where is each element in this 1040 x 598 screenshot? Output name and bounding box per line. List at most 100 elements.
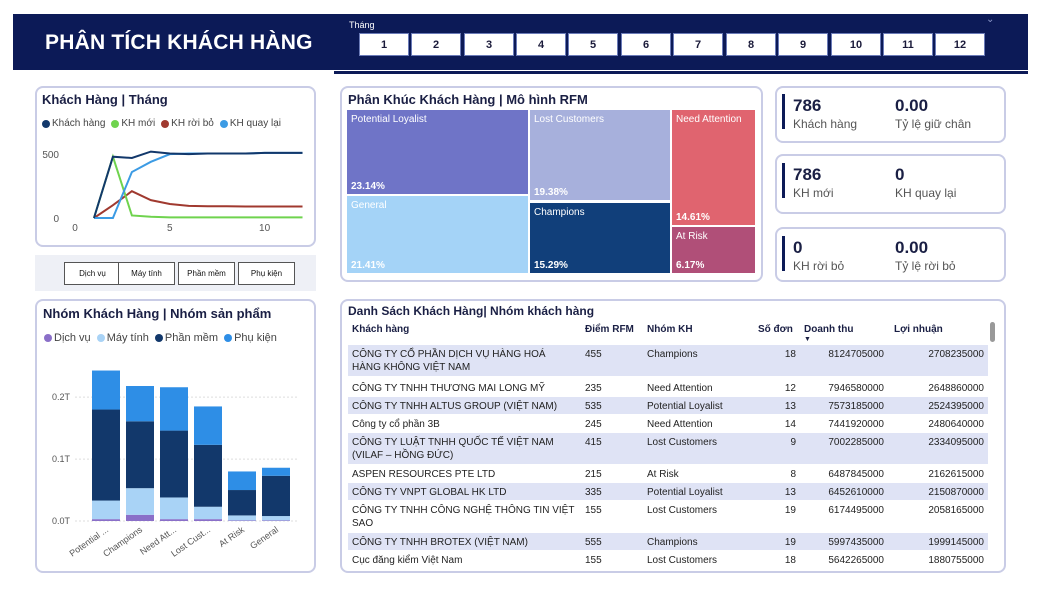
cell-profit: 1880755000 xyxy=(928,555,984,566)
cell-rfm: 335 xyxy=(585,487,602,498)
column-header-group[interactable]: Nhóm KH xyxy=(647,324,693,335)
chevron-down-icon[interactable]: ⌄ xyxy=(986,14,995,25)
legend-dot xyxy=(42,119,50,128)
treemap-tile-potential-loyalist[interactable]: Potential Loyalist 23.14% xyxy=(347,110,528,194)
cell-revenue: 6174495000 xyxy=(828,505,884,516)
cell-customer: CÔNG TY TNHH ALTUS GROUP (VIỆT NAM) xyxy=(352,401,558,412)
cell-group: Lost Customers xyxy=(647,505,718,516)
month-button-2[interactable]: 2 xyxy=(411,33,461,56)
bar-segment[interactable] xyxy=(262,467,290,476)
kpi-label: Tỷ lệ giữ chân xyxy=(895,117,972,131)
bar-segment[interactable] xyxy=(194,406,222,445)
bar-segment[interactable] xyxy=(126,421,154,489)
table-row[interactable]: Công ty cổ phần 3B 245 Need Attention 14 744… xyxy=(348,415,988,432)
bar-segment[interactable] xyxy=(262,520,290,521)
tile-label: At Risk xyxy=(676,231,708,242)
bar-segment[interactable] xyxy=(262,516,290,521)
product-button-phan-mem[interactable]: Phần mềm xyxy=(178,262,235,285)
month-button-5[interactable]: 5 xyxy=(568,33,618,56)
line-series-1[interactable] xyxy=(93,153,303,219)
treemap-tile-at-risk[interactable]: At Risk 6.17% xyxy=(672,227,755,273)
x-tick-label: At Risk xyxy=(217,524,246,549)
bar-segment[interactable] xyxy=(194,519,222,521)
bar-segment[interactable] xyxy=(160,497,188,520)
cell-profit: 2648860000 xyxy=(928,383,984,394)
column-header-customer[interactable]: Khách hàng xyxy=(352,324,410,335)
header-divider xyxy=(334,71,1028,74)
sort-desc-icon[interactable]: ▼ xyxy=(804,336,811,343)
cell-group: Champions xyxy=(647,537,698,548)
treemap-tile-need-attention[interactable]: Need Attention 14.61% xyxy=(672,110,755,225)
kpi-value: 786 xyxy=(793,96,822,115)
legend-dot xyxy=(161,119,170,128)
table-row[interactable]: Cục đăng kiểm Việt Nam 155 Lost Customers 1… xyxy=(348,551,988,568)
month-button-11[interactable]: 11 xyxy=(883,33,933,56)
legend-item: Máy tính xyxy=(96,332,149,344)
table-row[interactable]: ASPEN RESOURCES PTE LTD 215 At Risk 8 648784… xyxy=(348,465,988,482)
line-series-0[interactable] xyxy=(93,150,303,219)
line-series-3[interactable] xyxy=(93,151,303,219)
product-button-phu-kien[interactable]: Phụ kiện xyxy=(238,262,295,285)
cell-rfm: 215 xyxy=(585,469,602,480)
bar-segment[interactable] xyxy=(160,387,188,431)
table-scrollbar[interactable] xyxy=(990,322,995,342)
bar-segment[interactable] xyxy=(160,519,188,521)
month-button-6[interactable]: 6 xyxy=(621,33,671,56)
month-button-7[interactable]: 7 xyxy=(673,33,723,56)
cell-revenue: 7573185000 xyxy=(828,401,884,412)
bar-segment[interactable] xyxy=(92,409,120,501)
column-header-rfm[interactable]: Điểm RFM xyxy=(585,324,634,335)
cell-rfm: 155 xyxy=(585,505,602,516)
table-row[interactable]: CÔNG TY TNHH CÔNG NGHỆ THÔNG TIN VIỆT SA… xyxy=(348,501,988,532)
table-row[interactable]: CÔNG TY LUẬT TNHH QUỐC TẾ VIỆT NAM (VILA… xyxy=(348,433,988,464)
bar-segment[interactable] xyxy=(228,490,256,516)
table-row[interactable]: CÔNG TY VNPT GLOBAL HK LTD 335 Potential L… xyxy=(348,483,988,500)
bar-segment[interactable] xyxy=(228,515,256,521)
bar-segment[interactable] xyxy=(194,506,222,520)
bar-segment[interactable] xyxy=(194,444,222,507)
product-button-may-tinh[interactable]: Máy tính xyxy=(118,262,175,285)
cell-customer: Cục đăng kiểm Việt Nam xyxy=(352,555,463,566)
product-button-dich-vu[interactable]: Dịch vụ xyxy=(64,262,121,285)
tile-percent: 19.38% xyxy=(534,187,568,198)
treemap-tile-lost-customers[interactable]: Lost Customers 19.38% xyxy=(530,110,670,200)
treemap-tile-champions[interactable]: Champions 15.29% xyxy=(530,203,670,273)
bar-chart-title: Nhóm Khách Hàng | Nhóm sản phẩm xyxy=(43,306,272,321)
month-button-3[interactable]: 3 xyxy=(464,33,514,56)
month-button-8[interactable]: 8 xyxy=(726,33,776,56)
table-row[interactable]: CÔNG TY TNHH BROTEX (VIỆT NAM) 555 Champio… xyxy=(348,533,988,550)
bar-segment[interactable] xyxy=(228,471,256,491)
bar-segment[interactable] xyxy=(126,386,154,422)
month-button-10[interactable]: 10 xyxy=(831,33,881,56)
line-series-2[interactable] xyxy=(93,190,303,219)
bar-segment[interactable] xyxy=(126,488,154,515)
table-row[interactable]: CÔNG TY TNHH ALTUS GROUP (VIỆT NAM) 535 Po… xyxy=(348,397,988,414)
bar-segment[interactable] xyxy=(92,370,120,410)
table-row[interactable]: CÔNG TY TNHH THƯƠNG MAI LONG MỸ 235 Need A… xyxy=(348,379,988,396)
kpi-value: 0.00 xyxy=(895,96,929,115)
bar-segment[interactable] xyxy=(262,475,290,517)
month-button-9[interactable]: 9 xyxy=(778,33,828,56)
legend-item: Dịch vụ xyxy=(44,332,91,344)
bar-segment[interactable] xyxy=(92,519,120,521)
bar-segment[interactable] xyxy=(228,520,256,521)
treemap-tile-general[interactable]: General 21.41% xyxy=(347,196,528,273)
column-header-revenue[interactable]: Doanh thu xyxy=(804,324,854,335)
legend-dot xyxy=(154,334,163,342)
cell-revenue: 7441920000 xyxy=(828,419,884,430)
bar-segment[interactable] xyxy=(160,430,188,498)
column-header-orders[interactable]: Số đơn xyxy=(758,324,793,335)
bar-segment[interactable] xyxy=(92,500,120,520)
column-header-profit[interactable]: Lợi nhuận xyxy=(894,324,943,335)
cell-customer: CÔNG TY CỔ PHẦN DỊCH VỤ HÀNG HOÁ HÀNG KH… xyxy=(352,349,546,373)
cell-revenue: 5997435000 xyxy=(828,537,884,548)
cell-rfm: 555 xyxy=(585,537,602,548)
tile-label: Lost Customers xyxy=(534,114,605,125)
treemap-title: Phân Khúc Khách Hàng | Mô hình RFM xyxy=(348,92,588,107)
bar-segment[interactable] xyxy=(126,514,154,521)
table-row[interactable]: CÔNG TY CỔ PHẦN DỊCH VỤ HÀNG HOÁ HÀNG KH… xyxy=(348,345,988,376)
month-button-12[interactable]: 12 xyxy=(935,33,985,56)
month-button-1[interactable]: 1 xyxy=(359,33,409,56)
month-button-4[interactable]: 4 xyxy=(516,33,566,56)
cell-rfm: 535 xyxy=(585,401,602,412)
